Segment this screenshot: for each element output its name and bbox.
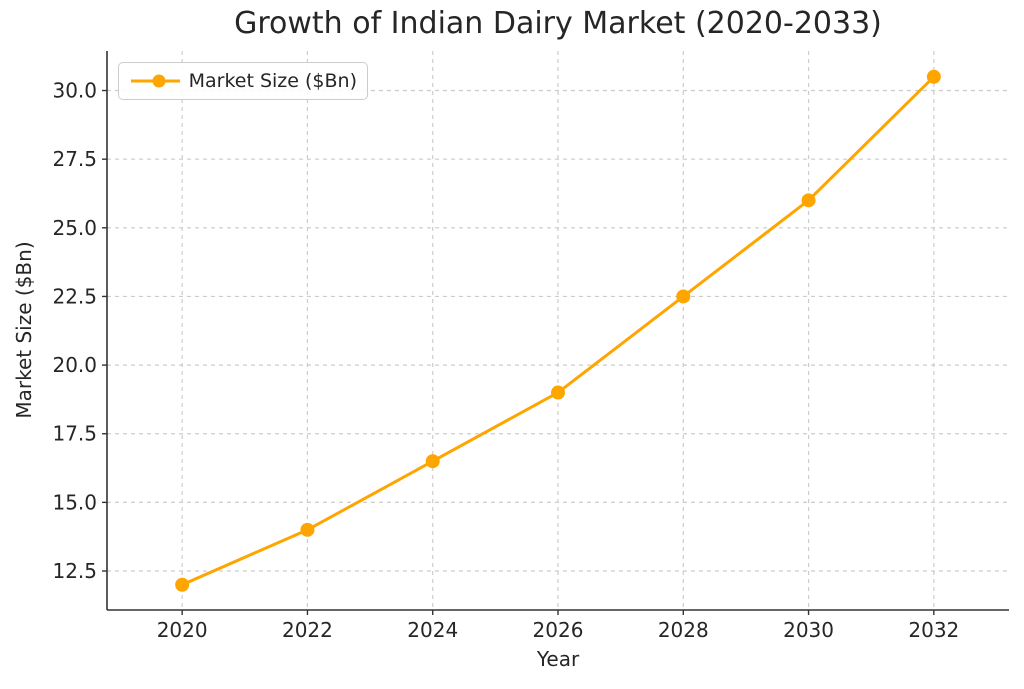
- svg-text:2030: 2030: [783, 618, 834, 642]
- svg-text:25.0: 25.0: [52, 216, 97, 240]
- svg-text:2022: 2022: [282, 618, 333, 642]
- chart-title: Growth of Indian Dairy Market (2020-2033…: [234, 6, 882, 41]
- svg-text:2026: 2026: [533, 618, 584, 642]
- svg-text:30.0: 30.0: [52, 79, 97, 103]
- svg-text:17.5: 17.5: [52, 422, 97, 446]
- legend: Market Size ($Bn): [118, 62, 368, 100]
- svg-text:2024: 2024: [407, 618, 458, 642]
- legend-label: Market Size ($Bn): [188, 70, 357, 92]
- svg-text:20.0: 20.0: [52, 353, 97, 377]
- svg-text:12.5: 12.5: [52, 559, 97, 583]
- svg-text:27.5: 27.5: [52, 147, 97, 171]
- svg-text:15.0: 15.0: [52, 490, 97, 514]
- svg-text:2020: 2020: [157, 618, 208, 642]
- legend-line-marker-icon: [131, 74, 180, 88]
- svg-text:22.5: 22.5: [52, 284, 97, 308]
- x-axis-label: Year: [536, 647, 580, 671]
- y-axis-label: Market Size ($Bn): [12, 241, 36, 419]
- svg-text:2032: 2032: [908, 618, 959, 642]
- svg-text:2028: 2028: [658, 618, 709, 642]
